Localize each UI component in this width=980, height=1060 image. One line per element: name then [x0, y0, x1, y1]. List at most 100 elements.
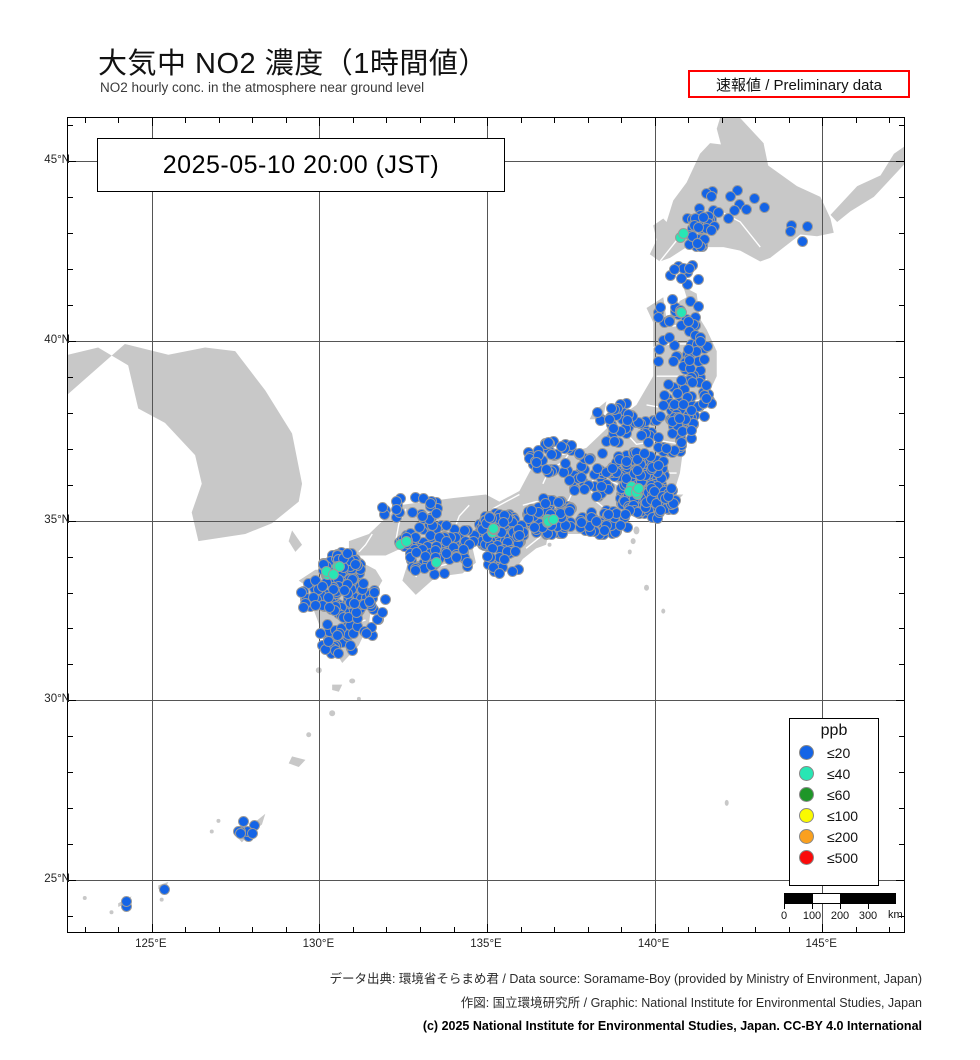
station-marker: [796, 236, 808, 248]
station-marker: [509, 545, 521, 557]
station-marker: [592, 407, 604, 418]
station-marker: [686, 377, 698, 388]
station-marker: [451, 551, 462, 563]
station-marker: [685, 295, 697, 307]
station-marker: [542, 437, 554, 449]
station-marker: [669, 339, 681, 351]
station-marker: [559, 457, 571, 469]
lat-tick-label: 35°N: [44, 513, 70, 526]
station-marker: [681, 279, 693, 290]
scale-bar-ticks: [784, 904, 896, 909]
station-marker: [310, 599, 322, 611]
station-marker: [441, 535, 453, 547]
legend-row: ≤40: [790, 763, 878, 784]
station-marker: [531, 456, 543, 468]
legend-swatch: [799, 745, 814, 760]
station-marker: [758, 201, 770, 213]
station-marker: [675, 307, 687, 319]
legend-swatch: [799, 850, 814, 865]
station-marker: [484, 511, 496, 523]
legend-label: ≤40: [827, 765, 851, 782]
legend-swatch: [799, 766, 814, 781]
station-marker: [614, 519, 626, 531]
station-marker: [632, 454, 644, 465]
station-marker: [591, 490, 603, 502]
station-marker: [654, 301, 666, 313]
scale-bar-tick: [840, 904, 841, 909]
station-marker: [332, 629, 343, 641]
station-marker: [632, 416, 644, 428]
station-marker: [665, 483, 677, 495]
scale-bar: 0 100 200 300 km: [781, 893, 903, 924]
footer-data-source: データ出典: 環境省そらまめ君 / Data source: Soramame-…: [329, 972, 922, 986]
lat-tick-label: 45°N: [44, 154, 70, 167]
page-subtitle: NO2 hourly conc. in the atmosphere near …: [100, 80, 425, 95]
station-marker: [621, 456, 633, 468]
map-canvas[interactable]: [67, 117, 905, 933]
legend-swatch: [799, 787, 814, 802]
station-marker: [316, 580, 328, 592]
station-marker: [323, 636, 335, 647]
station-marker: [712, 206, 724, 218]
station-marker: [576, 516, 588, 528]
station-marker: [556, 440, 568, 452]
station-marker: [619, 509, 631, 521]
scale-bar-label: 300: [858, 910, 878, 922]
lon-tick-label: 125°E: [135, 938, 167, 950]
footer-copyright: (c) 2025 National Institute for Environm…: [422, 1019, 922, 1033]
footer-graphic-credit: 作図: 国立環境研究所 / Graphic: National Institut…: [460, 996, 922, 1010]
station-marker: [431, 556, 443, 568]
station-marker: [606, 403, 618, 415]
station-marker: [608, 436, 620, 448]
station-marker: [459, 525, 471, 537]
station-marker: [691, 238, 703, 250]
station-marker: [333, 561, 345, 573]
scale-bar-tick: [868, 904, 869, 909]
station-marker: [603, 508, 615, 520]
station-marker: [357, 577, 369, 589]
scale-bar-segment: [785, 894, 813, 903]
station-marker: [654, 410, 666, 422]
station-marker: [541, 464, 553, 476]
station-marker: [158, 883, 170, 895]
station-marker: [497, 517, 509, 528]
station-marker: [380, 593, 392, 605]
station-marker: [685, 424, 697, 436]
legend-row: ≤200: [790, 826, 878, 847]
legend-label: ≤500: [827, 849, 859, 866]
scale-bar-segment: [812, 894, 840, 903]
station-marker: [377, 501, 389, 513]
station-marker: [643, 437, 655, 449]
station-marker: [391, 504, 403, 515]
station-marker: [321, 619, 333, 631]
station-marker: [607, 462, 619, 474]
station-marker: [514, 529, 526, 541]
station-marker: [675, 273, 687, 285]
station-marker: [368, 586, 380, 598]
station-marker: [363, 596, 375, 608]
legend-label: ≤200: [827, 828, 859, 845]
scale-bar-unit: km: [888, 909, 903, 921]
timestamp-box: 2025-05-10 20:00 (JST): [97, 138, 505, 192]
station-marker: [332, 648, 344, 660]
legend-row: ≤100: [790, 805, 878, 826]
station-marker: [595, 481, 607, 492]
station-marker: [632, 482, 644, 494]
station-marker: [701, 393, 713, 405]
scale-bar-segments: [784, 893, 896, 904]
legend-row: ≤20: [790, 742, 878, 763]
station-marker: [732, 184, 744, 196]
station-marker: [683, 355, 695, 367]
legend-swatch: [799, 808, 814, 823]
station-marker: [430, 507, 442, 519]
station-marker: [697, 212, 709, 223]
station-marker: [653, 312, 665, 324]
legend-label: ≤20: [827, 744, 851, 761]
station-marker: [564, 475, 576, 487]
station-marker: [653, 432, 665, 444]
legend-row: ≤60: [790, 784, 878, 805]
station-marker: [553, 497, 565, 509]
station-marker: [725, 191, 737, 203]
station-marker: [591, 515, 603, 527]
station-marker: [663, 331, 675, 343]
